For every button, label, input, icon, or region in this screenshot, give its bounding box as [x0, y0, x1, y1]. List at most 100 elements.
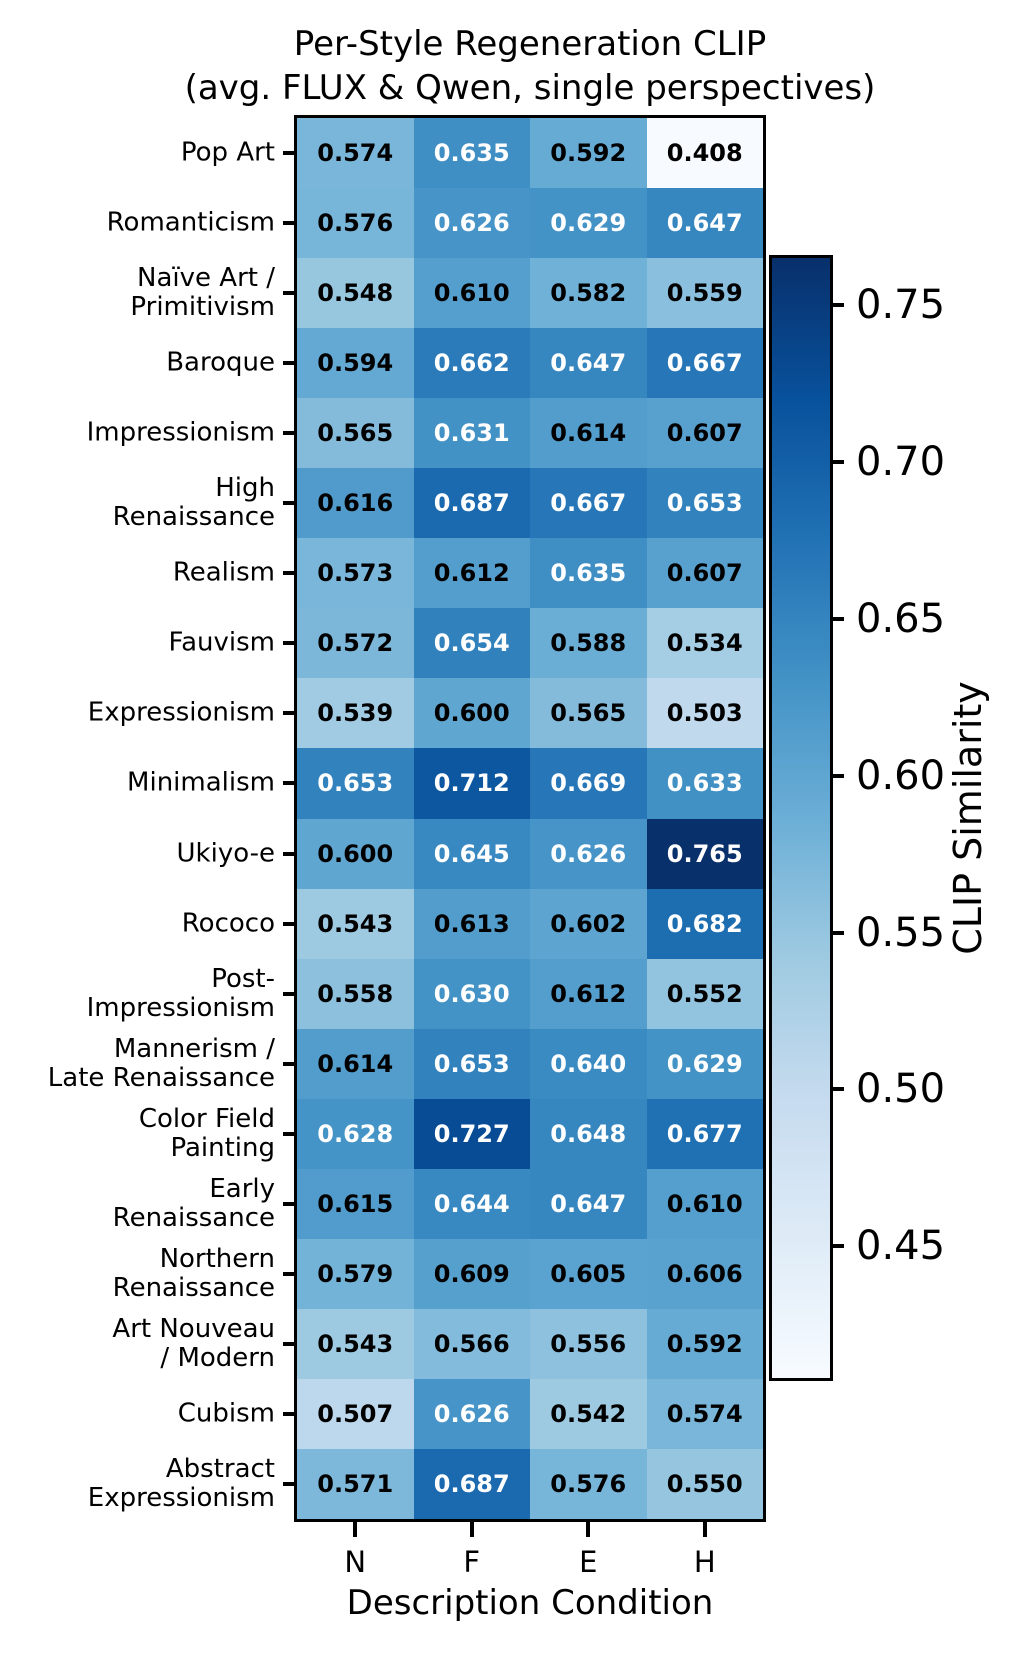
heatmap-axes: 0.574 0.635 0.592 0.408 0.576 0.626 0.629 0.647…	[294, 115, 766, 1522]
heatmap-cell: 0.647	[530, 1168, 647, 1239]
heatmap-cell: 0.594	[297, 328, 414, 399]
heatmap-cell: 0.610	[413, 258, 530, 329]
heatmap-cell: 0.645	[413, 818, 530, 889]
heatmap-cell: 0.543	[297, 1308, 414, 1379]
heatmap-cell: 0.600	[413, 678, 530, 749]
heatmap-cell: 0.616	[297, 468, 414, 539]
colorbar-tick	[830, 459, 844, 464]
y-tick	[283, 781, 297, 786]
heatmap-cell: 0.669	[530, 748, 647, 819]
heatmap-cell: 0.548	[297, 258, 414, 329]
colorbar-tick-label: 0.65	[856, 595, 946, 642]
heatmap-cell: 0.588	[530, 608, 647, 679]
heatmap-cell: 0.648	[530, 1098, 647, 1169]
y-tick-label: Impressionism	[86, 417, 275, 448]
heatmap-cell: 0.647	[646, 188, 763, 259]
heatmap-cell: 0.612	[530, 958, 647, 1029]
y-tick-label: Pop Art	[180, 137, 275, 168]
heatmap-cell: 0.626	[413, 188, 530, 259]
heatmap-cell: 0.614	[530, 398, 647, 469]
heatmap-cell: 0.628	[297, 1098, 414, 1169]
y-tick	[283, 431, 297, 436]
y-tick-label: Northern Renaissance	[112, 1243, 275, 1303]
y-tick	[283, 291, 297, 296]
x-tick	[702, 1522, 707, 1537]
x-tick-label: F	[463, 1545, 481, 1579]
y-tick-label: Mannerism / Late Renaissance	[47, 1033, 275, 1093]
x-tick-label: N	[344, 1545, 367, 1579]
heatmap-cell: 0.644	[413, 1168, 530, 1239]
y-tick-label: Rococo	[181, 908, 275, 939]
y-tick	[283, 991, 297, 996]
y-tick	[283, 1411, 297, 1416]
colorbar-tick	[830, 1087, 844, 1092]
heatmap-cell: 0.629	[530, 188, 647, 259]
chart-title: Per-Style Regeneration CLIP (avg. FLUX &…	[184, 24, 876, 108]
y-tick	[283, 501, 297, 506]
heatmap-cell: 0.503	[646, 678, 763, 749]
heatmap-cell: 0.635	[413, 118, 530, 189]
y-tick-label: Ukiyo-e	[176, 838, 275, 869]
y-tick-label: Art Nouveau / Modern	[112, 1313, 275, 1373]
y-tick	[283, 1341, 297, 1346]
y-tick-label: Minimalism	[127, 767, 275, 798]
heatmap-cell: 0.507	[297, 1378, 414, 1449]
heatmap-cell: 0.682	[646, 888, 763, 959]
y-tick	[283, 1271, 297, 1276]
heatmap-cell: 0.614	[297, 1028, 414, 1099]
y-tick	[283, 1061, 297, 1066]
x-tick-label: H	[693, 1545, 716, 1579]
x-tick	[586, 1522, 591, 1537]
y-tick	[283, 1201, 297, 1206]
colorbar-tick-label: 0.60	[856, 752, 946, 799]
heatmap-cell: 0.543	[297, 888, 414, 959]
colorbar-tick	[830, 930, 844, 935]
x-tick-label: E	[579, 1545, 598, 1579]
x-tick	[469, 1522, 474, 1537]
heatmap-cell: 0.677	[646, 1098, 763, 1169]
y-tick	[283, 921, 297, 926]
colorbar-tick	[830, 616, 844, 621]
heatmap-cell: 0.579	[297, 1238, 414, 1309]
heatmap-cell: 0.626	[530, 818, 647, 889]
heatmap-cell: 0.687	[413, 468, 530, 539]
colorbar-tick	[830, 773, 844, 778]
heatmap-cell: 0.727	[413, 1098, 530, 1169]
heatmap-cell: 0.653	[646, 468, 763, 539]
y-tick	[283, 151, 297, 156]
x-tick	[353, 1522, 358, 1537]
heatmap-cell: 0.408	[646, 118, 763, 189]
heatmap-cell: 0.582	[530, 258, 647, 329]
heatmap-cell: 0.573	[297, 538, 414, 609]
colorbar-tick-label: 0.75	[856, 282, 946, 329]
heatmap-cell: 0.574	[646, 1378, 763, 1449]
y-tick-label: High Renaissance	[112, 473, 275, 533]
heatmap-cell: 0.574	[297, 118, 414, 189]
heatmap-cell: 0.647	[530, 328, 647, 399]
heatmap-cell: 0.629	[646, 1028, 763, 1099]
y-tick	[283, 641, 297, 646]
heatmap-cell: 0.653	[413, 1028, 530, 1099]
y-tick	[283, 851, 297, 856]
heatmap-cell: 0.592	[646, 1308, 763, 1379]
heatmap-cell: 0.542	[530, 1378, 647, 1449]
heatmap-cell: 0.662	[413, 328, 530, 399]
heatmap-cell: 0.602	[530, 888, 647, 959]
y-tick-label: Expressionism	[87, 697, 275, 728]
y-tick	[283, 711, 297, 716]
y-tick-label: Fauvism	[168, 627, 275, 658]
heatmap-cell: 0.576	[530, 1448, 647, 1519]
heatmap-cell: 0.667	[530, 468, 647, 539]
heatmap-cell: 0.572	[297, 608, 414, 679]
y-tick-label: Post- Impressionism	[86, 963, 275, 1023]
heatmap-cell: 0.687	[413, 1448, 530, 1519]
heatmap-cell: 0.635	[530, 538, 647, 609]
heatmap-cell: 0.607	[646, 538, 763, 609]
heatmap-cell: 0.558	[297, 958, 414, 1029]
heatmap-cell: 0.612	[413, 538, 530, 609]
heatmap-cell: 0.615	[297, 1168, 414, 1239]
colorbar-label: CLIP Similarity	[946, 681, 990, 955]
y-tick-label: Cubism	[177, 1398, 275, 1429]
x-axis-label: Description Condition	[346, 1583, 714, 1623]
heatmap-cell: 0.633	[646, 748, 763, 819]
